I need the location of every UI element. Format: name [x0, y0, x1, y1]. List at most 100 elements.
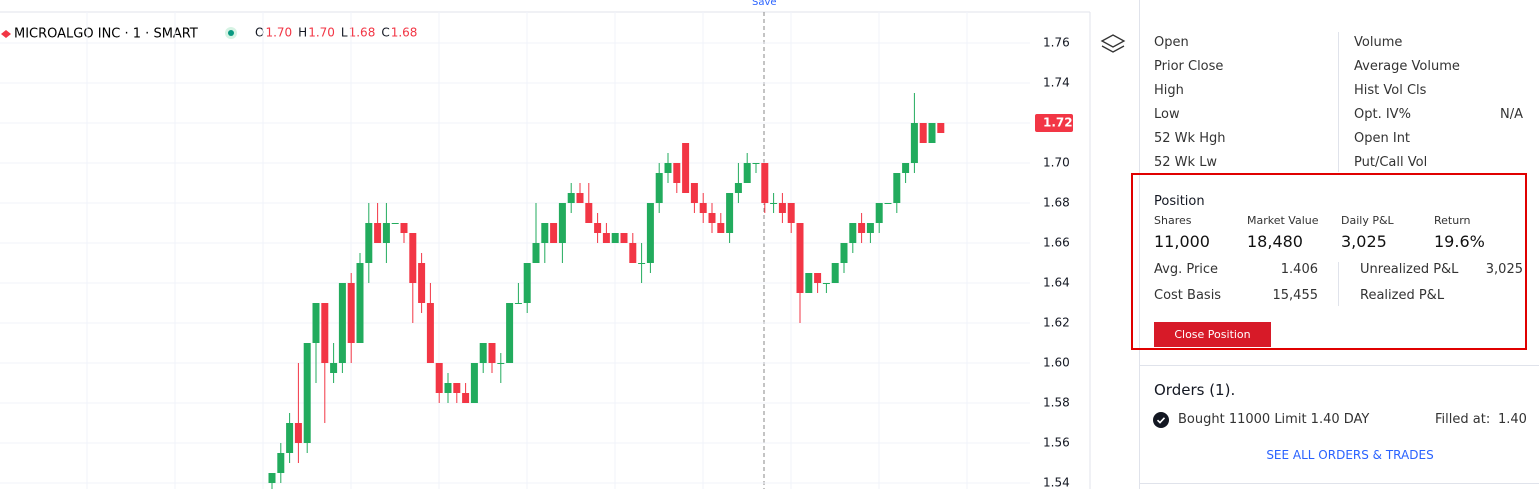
candle-body: [928, 123, 936, 143]
candle-body: [409, 233, 417, 283]
filled-value: 1.40: [1498, 412, 1527, 427]
quote-label: Low: [1154, 107, 1180, 122]
candle-body: [462, 393, 470, 403]
candle-body: [338, 283, 346, 363]
candle-body: [321, 303, 329, 363]
candle-body: [391, 223, 399, 224]
candle-body: [541, 223, 549, 243]
candle-body: [550, 223, 558, 243]
candle-body: [418, 263, 426, 303]
candle-body: [435, 363, 443, 393]
last-price-label: 1.72: [1043, 116, 1073, 130]
legend-value: 1.70: [265, 26, 292, 40]
position-title: Position: [1154, 194, 1205, 209]
quote-label: Open Int: [1354, 131, 1411, 146]
position-header: Return: [1434, 214, 1471, 227]
legend-key: C: [381, 26, 389, 40]
position-row-label: Realized P&L: [1360, 288, 1445, 303]
quote-label: Hist Vol Cls: [1354, 83, 1427, 98]
order-item: Bought 11000 Limit 1.40 DAY: [1178, 412, 1370, 427]
candle-body: [558, 203, 566, 243]
candle-body: [347, 283, 355, 343]
candle-body: [770, 203, 778, 204]
candle-body: [708, 213, 716, 223]
candle-body: [646, 203, 654, 263]
quote-label: Open: [1154, 35, 1189, 50]
filled-label: Filled at:: [1435, 412, 1491, 427]
candle-body: [382, 223, 390, 243]
candle-body: [840, 243, 848, 263]
legend-key: L: [341, 26, 348, 40]
candle-body: [875, 203, 883, 223]
orders-title: Orders (1).: [1154, 381, 1236, 399]
candle-body: [497, 363, 505, 364]
candle-body: [893, 173, 901, 203]
separator: [1140, 365, 1539, 366]
symbol: MICROALGO INC · 1 · SMART: [14, 27, 198, 42]
y-tick-label: 1.74: [1043, 76, 1070, 90]
legend-key: H: [298, 26, 307, 40]
candle-body: [743, 163, 751, 183]
candle-body: [655, 173, 663, 203]
candle-body: [629, 243, 637, 263]
candle-body: [532, 243, 540, 263]
candle-body: [752, 163, 760, 164]
y-tick-label: 1.70: [1043, 156, 1070, 170]
legend-value: 1.70: [308, 26, 335, 40]
candle-body: [787, 203, 795, 223]
legend-value: 1.68: [391, 26, 418, 40]
position-value: 11,000: [1154, 232, 1210, 251]
quote-label: Average Volume: [1354, 59, 1460, 74]
candle-body: [664, 163, 672, 173]
see-all-link[interactable]: SEE ALL ORDERS & TRADES: [1266, 448, 1434, 462]
candle-body: [814, 273, 822, 283]
candle-body: [453, 383, 461, 393]
candle-body: [919, 123, 927, 143]
symbol-icon: [1, 30, 11, 38]
last-price-tag: [1035, 114, 1073, 132]
candle-body: [268, 473, 276, 483]
candle-body: [400, 223, 408, 233]
position-value: 3,025: [1341, 232, 1387, 251]
y-tick-label: 1.76: [1043, 36, 1070, 50]
position-row-value: 1.406: [1280, 262, 1318, 277]
candle-body: [488, 343, 496, 363]
candle-body: [470, 363, 478, 403]
candle-body: [479, 343, 487, 363]
quote-label: 52 Wk Hgh: [1154, 131, 1226, 146]
quote-label: Opt. IV%: [1354, 107, 1411, 122]
position-header: Market Value: [1247, 214, 1319, 227]
position-row-label: Unrealized P&L: [1360, 262, 1459, 277]
y-tick-label: 1.66: [1043, 236, 1070, 250]
position-header: Daily P&L: [1341, 214, 1394, 227]
divider: [1338, 32, 1339, 172]
candle-body: [682, 143, 690, 193]
candle-body: [277, 453, 285, 473]
chart: Save MICROALGO INC · 1 · SMART O 1.70 H 1.7…: [0, 0, 1126, 489]
candle-body: [567, 193, 575, 203]
quote-label: Put/Call Vol: [1354, 155, 1428, 170]
layers-icon[interactable]: [1100, 34, 1126, 53]
quote-label: Volume: [1354, 35, 1403, 50]
candle-body: [330, 363, 338, 373]
candle-body: [611, 233, 619, 243]
divider: [1338, 262, 1339, 306]
candle-body: [831, 263, 839, 283]
candle-body: [699, 203, 707, 213]
status-dot: [228, 30, 234, 36]
legend-value: 1.68: [349, 26, 376, 40]
candle-body: [866, 223, 874, 233]
position-row-label: Cost Basis: [1154, 288, 1222, 303]
candle-body: [796, 223, 804, 293]
close-position-button[interactable]: Close Position: [1154, 322, 1271, 347]
candle-body: [286, 423, 294, 453]
save-label[interactable]: Save: [752, 0, 777, 8]
legend-key: O: [255, 26, 264, 40]
candle-body: [620, 233, 628, 243]
candle-body: [294, 423, 302, 443]
candle-body: [576, 193, 584, 203]
y-tick-label: 1.56: [1043, 436, 1070, 450]
candle-body: [312, 303, 320, 343]
y-tick-label: 1.54: [1043, 476, 1070, 489]
position-row-value: 15,455: [1272, 288, 1319, 303]
